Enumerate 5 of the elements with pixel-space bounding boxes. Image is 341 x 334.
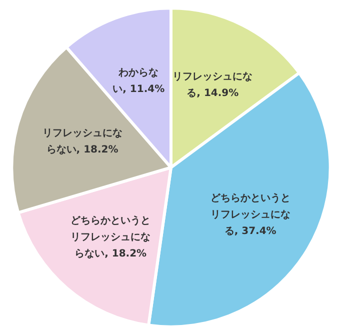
slice-label: どちらかというとリフレッシュになる, 37.4% bbox=[210, 192, 290, 237]
slice-label: リフレッシュにならない, 18.2% bbox=[42, 128, 122, 156]
slice-label: わからない, 11.4% bbox=[112, 67, 165, 95]
slice-label: リフレッシュになる, 14.9% bbox=[172, 71, 253, 99]
slice-label: どちらかというとリフレッシュにならない, 18.2% bbox=[70, 215, 151, 260]
